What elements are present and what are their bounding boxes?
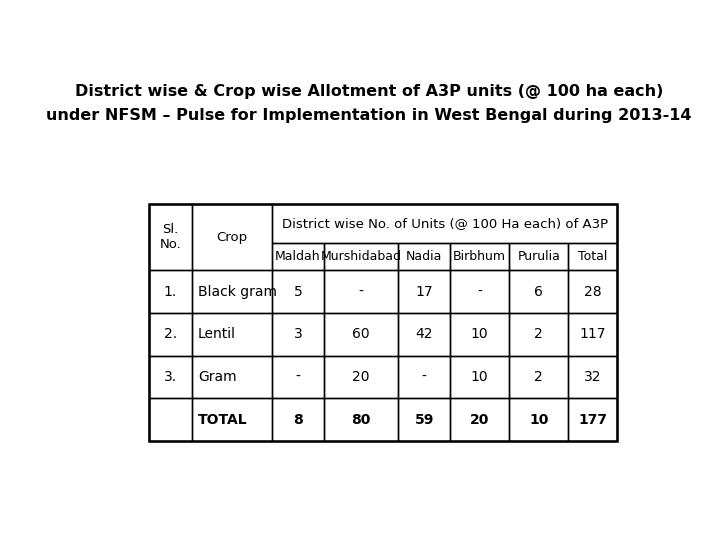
Bar xyxy=(324,313,398,356)
Bar xyxy=(192,313,272,356)
Text: 20: 20 xyxy=(470,413,489,427)
Text: Sl.
No.: Sl. No. xyxy=(160,223,181,251)
Text: 60: 60 xyxy=(352,327,370,341)
Bar xyxy=(450,313,509,356)
Bar xyxy=(272,356,324,399)
Text: under NFSM – Pulse for Implementation in West Bengal during 2013-14: under NFSM – Pulse for Implementation in… xyxy=(46,109,692,124)
Text: Crop: Crop xyxy=(217,231,248,244)
Text: Total: Total xyxy=(578,251,608,264)
Bar xyxy=(148,313,192,356)
Text: Maldah: Maldah xyxy=(275,251,321,264)
Text: -: - xyxy=(422,370,426,384)
Bar xyxy=(192,204,272,271)
Bar xyxy=(398,243,450,271)
Bar xyxy=(568,243,617,271)
Text: 3.: 3. xyxy=(164,370,177,384)
Text: 2: 2 xyxy=(534,370,543,384)
Text: Black gram: Black gram xyxy=(198,285,277,299)
Text: 17: 17 xyxy=(415,285,433,299)
Text: -: - xyxy=(295,370,300,384)
Bar xyxy=(148,356,192,399)
Bar xyxy=(450,243,509,271)
Bar xyxy=(192,399,272,441)
Bar xyxy=(509,399,568,441)
Text: 5: 5 xyxy=(294,285,302,299)
Bar xyxy=(148,271,192,313)
Bar xyxy=(509,313,568,356)
Bar xyxy=(272,204,617,243)
Text: 177: 177 xyxy=(578,413,608,427)
Bar xyxy=(450,271,509,313)
Bar xyxy=(398,313,450,356)
Text: 10: 10 xyxy=(471,370,488,384)
Bar xyxy=(272,271,324,313)
Text: District wise & Crop wise Allotment of A3P units (@ 100 ha each): District wise & Crop wise Allotment of A… xyxy=(75,84,663,98)
Text: 80: 80 xyxy=(351,413,371,427)
Text: 10: 10 xyxy=(529,413,549,427)
Text: -: - xyxy=(359,285,364,299)
Text: 10: 10 xyxy=(471,327,488,341)
Text: Murshidabad: Murshidabad xyxy=(320,251,402,264)
Text: Nadia: Nadia xyxy=(406,251,442,264)
Text: Purulia: Purulia xyxy=(518,251,560,264)
Text: 117: 117 xyxy=(580,327,606,341)
Bar xyxy=(192,271,272,313)
Bar xyxy=(509,356,568,399)
Text: 59: 59 xyxy=(415,413,434,427)
Text: District wise No. of Units (@ 100 Ha each) of A3P: District wise No. of Units (@ 100 Ha eac… xyxy=(282,217,608,230)
Text: 8: 8 xyxy=(293,413,303,427)
Bar xyxy=(398,271,450,313)
Text: 2: 2 xyxy=(534,327,543,341)
Bar xyxy=(148,204,192,271)
Text: 28: 28 xyxy=(584,285,602,299)
Bar xyxy=(568,399,617,441)
Bar xyxy=(148,204,617,441)
Bar xyxy=(324,243,398,271)
Text: 1.: 1. xyxy=(164,285,177,299)
Bar xyxy=(272,399,324,441)
Bar xyxy=(324,356,398,399)
Bar xyxy=(272,243,324,271)
Text: Lentil: Lentil xyxy=(198,327,236,341)
Text: TOTAL: TOTAL xyxy=(198,413,248,427)
Text: -: - xyxy=(477,285,482,299)
Bar xyxy=(450,356,509,399)
Text: 20: 20 xyxy=(352,370,370,384)
Bar xyxy=(568,313,617,356)
Bar xyxy=(509,271,568,313)
Text: 6: 6 xyxy=(534,285,543,299)
Text: Birbhum: Birbhum xyxy=(453,251,506,264)
Bar xyxy=(450,399,509,441)
Text: 32: 32 xyxy=(584,370,602,384)
Text: Gram: Gram xyxy=(198,370,237,384)
Bar xyxy=(324,271,398,313)
Text: 42: 42 xyxy=(415,327,433,341)
Bar xyxy=(324,399,398,441)
Bar xyxy=(568,356,617,399)
Text: 2.: 2. xyxy=(164,327,177,341)
Bar xyxy=(568,271,617,313)
Bar xyxy=(398,356,450,399)
Bar xyxy=(148,399,192,441)
Bar xyxy=(398,399,450,441)
Bar xyxy=(272,313,324,356)
Text: 3: 3 xyxy=(294,327,302,341)
Bar xyxy=(192,356,272,399)
Bar xyxy=(509,243,568,271)
